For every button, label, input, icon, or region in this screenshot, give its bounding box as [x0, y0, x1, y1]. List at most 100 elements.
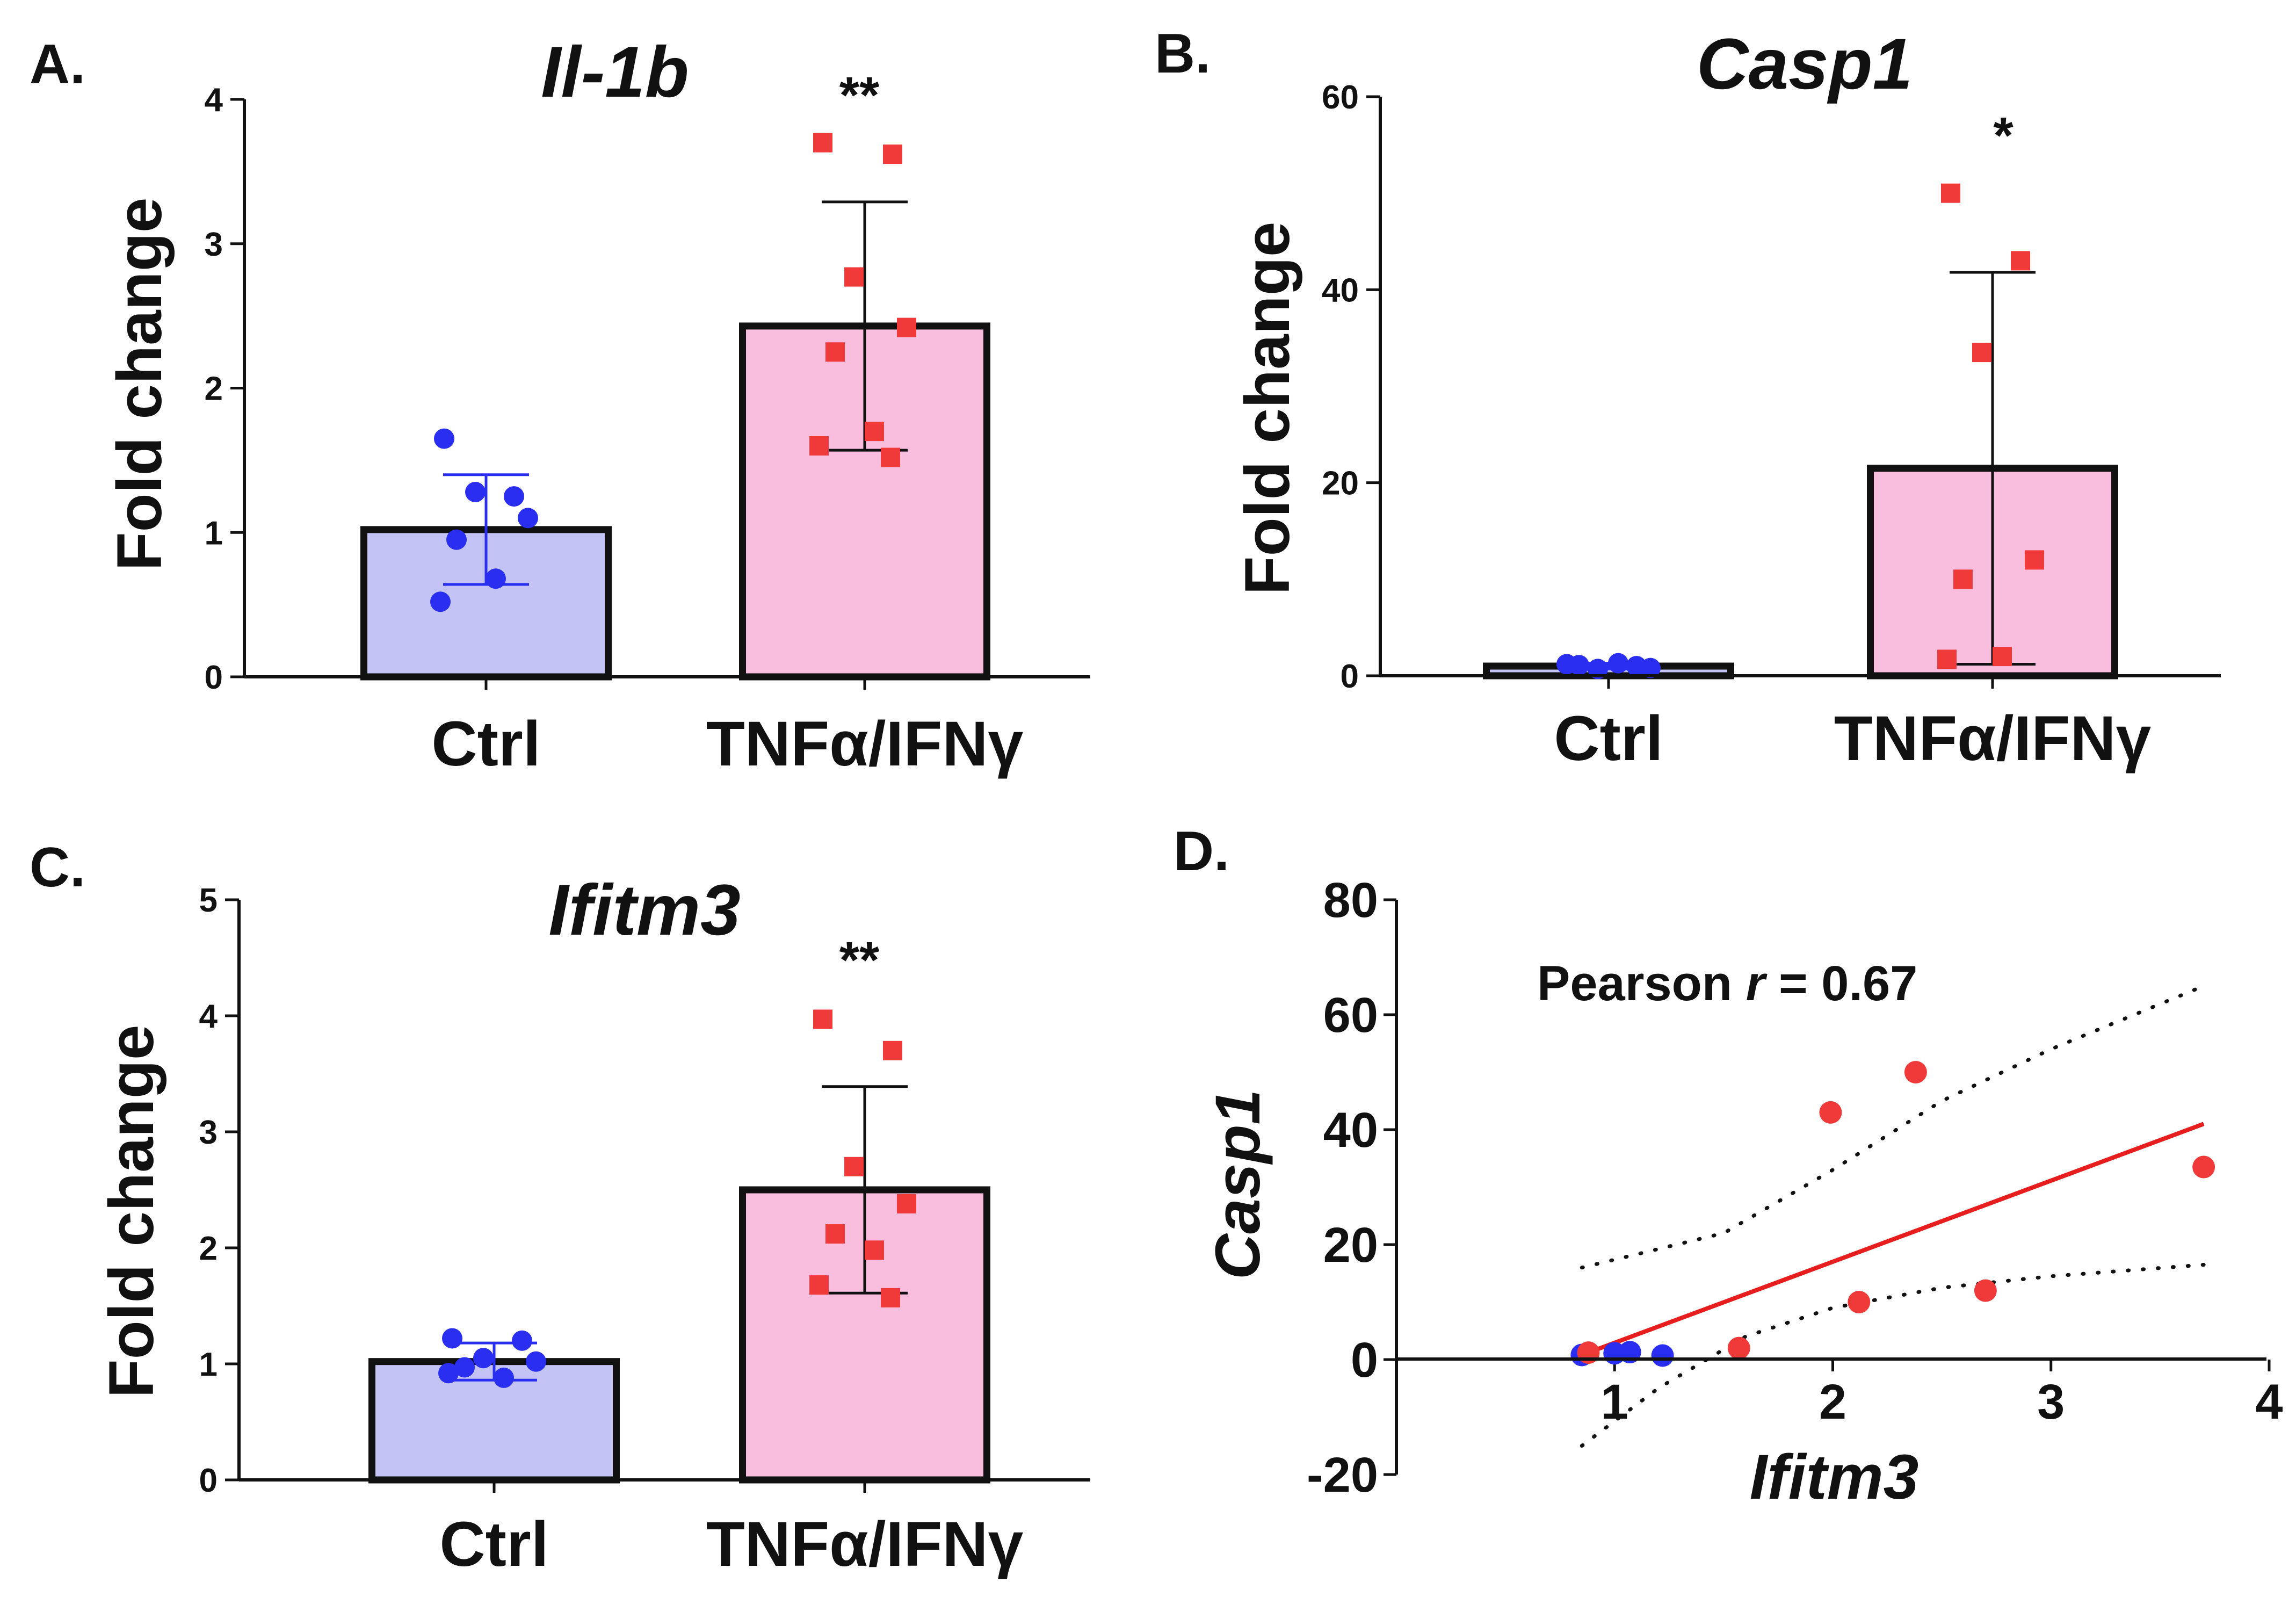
panel-c-ctrl-point	[438, 1363, 459, 1384]
panel-c-significance: **	[839, 931, 880, 989]
pearson-annotation: Pearson r = 0.67	[1537, 956, 1917, 1011]
panel-c-y-tick-label: 0	[199, 1462, 218, 1499]
panel-c-ctrl-point	[526, 1351, 546, 1372]
panel-c-y-tick-label: 1	[199, 1346, 218, 1383]
panel-d-letter: D.	[1174, 820, 1229, 883]
panel-c-ctrl-point	[473, 1348, 494, 1369]
panel-b-ctrl-point	[1588, 659, 1608, 680]
panel-c-treat-point	[809, 1275, 829, 1295]
panel-c-title: Ifitm3	[548, 870, 740, 950]
panel-c-treat-point	[813, 1009, 832, 1029]
panel-b-significance: *	[1993, 107, 2013, 164]
panel-a-ctrl-point	[430, 591, 451, 612]
panel-c-treat-point	[844, 1157, 864, 1176]
panel-a-treat-point	[897, 317, 916, 337]
panel-d-x-tick-label: 2	[1819, 1375, 1846, 1429]
panel-d-plot: -20 0 20 40 60 80 1 2 3 4	[1307, 873, 2283, 1502]
panel-c-ctrl-point	[512, 1330, 532, 1351]
panel-c-letter: C.	[30, 836, 85, 899]
panel-d-treat-point	[1974, 1279, 1997, 1302]
panel-b-category-label: Ctrl	[1554, 703, 1663, 774]
panel-c-treat-point	[865, 1240, 884, 1260]
panel-a-ctrl-point	[434, 428, 454, 449]
panel-a-category-label: Ctrl	[431, 709, 540, 779]
panel-a-category-label: TNFα/IFNγ	[706, 709, 1024, 779]
confidence-band-upper	[1580, 984, 2206, 1270]
panel-a-treat-point	[809, 436, 829, 456]
pearson-prefix: Pearson	[1537, 956, 1746, 1011]
panel-c-category-label: Ctrl	[439, 1509, 548, 1580]
panel-b-letter: B.	[1155, 23, 1211, 85]
panel-a-ctrl-point	[446, 529, 467, 550]
panel-c-ctrl-point	[454, 1357, 475, 1378]
panel-d-treat-point	[2192, 1155, 2215, 1179]
panel-a-treat-point	[881, 447, 900, 467]
panel-c-plot: 0 1 2 3 4 5	[199, 882, 990, 1499]
panel-b-y-tick-label: 40	[1322, 272, 1359, 309]
panel-a-treat-point	[844, 267, 864, 287]
panel-d-y-tick-label: 40	[1323, 1103, 1378, 1158]
panel-d-x-tick-label: 3	[2037, 1375, 2065, 1429]
confidence-band-lower	[1580, 1262, 2206, 1448]
panel-c-treat-point	[897, 1194, 916, 1213]
panel-c-y-tick-label: 2	[199, 1230, 218, 1267]
panel-d-y-tick-label: 80	[1323, 873, 1378, 928]
panel-d-x-axis-label: Ifitm3	[1750, 1442, 1919, 1513]
panel-a-ctrl-point	[486, 568, 506, 589]
panel-a-treat-point	[865, 422, 884, 442]
panel-d-ctrl-point	[1651, 1344, 1674, 1367]
panel-b-treat-point	[1953, 569, 1973, 589]
panel-d-treat-point	[1727, 1336, 1750, 1360]
panel-a-y-tick-label: 4	[205, 82, 223, 119]
panel-b-treat-point	[2025, 550, 2044, 570]
panel-c-treat-point	[825, 1224, 845, 1244]
panel-d-y-tick-label: 60	[1323, 988, 1378, 1043]
panel-b-y-axis-label: Fold change	[1232, 222, 1303, 595]
panel-c-treat-point	[883, 1040, 902, 1060]
panel-a-y-tick-label: 0	[205, 659, 223, 696]
panel-b-y-tick-label: 0	[1341, 658, 1359, 695]
panel-c-y-tick-label: 3	[199, 1114, 218, 1151]
panel-d-treat-point	[1819, 1101, 1842, 1124]
panel-b-ctrl-point	[1640, 657, 1661, 678]
panel-b-plot: 0 20 40 60	[1322, 79, 2118, 695]
panel-d-treat-point	[1848, 1291, 1871, 1313]
panel-a-y-tick-label: 2	[205, 371, 223, 408]
panel-b-treat-point	[1937, 649, 1957, 669]
panel-c-ctrl-point	[494, 1367, 514, 1388]
panel-a-ctrl-point	[465, 482, 486, 502]
panel-b-treat-point	[1972, 343, 1991, 363]
panel-c-y-tick-label: 4	[199, 998, 218, 1035]
panel-d-y-axis-label: Casp1	[1203, 1089, 1273, 1280]
panel-d-x-tick-label: 1	[1601, 1375, 1628, 1429]
panel-b-treat-point	[1941, 183, 1960, 203]
panel-a-letter: A.	[30, 33, 85, 96]
panel-b-y-tick-label: 20	[1322, 465, 1359, 502]
panel-a-y-tick-label: 3	[205, 226, 223, 263]
panel-a-y-tick-label: 1	[205, 515, 223, 552]
panel-d-x-tick-label: 4	[2255, 1375, 2283, 1429]
panel-a-y-axis-label: Fold change	[104, 198, 175, 571]
panel-d-y-tick-label: -20	[1307, 1448, 1378, 1502]
panel-a-treat-point	[883, 144, 902, 164]
panel-b-treat-point	[1993, 647, 2012, 667]
panel-c-category-label: TNFα/IFNγ	[706, 1509, 1024, 1580]
panel-a-treat-point	[813, 133, 832, 153]
panel-b-ctrl-point	[1608, 653, 1628, 674]
panel-a-plot: 0 1 2 3 4	[205, 82, 990, 696]
panel-c-treat-point	[881, 1288, 900, 1307]
panel-d-treat-point	[1904, 1061, 1927, 1083]
regression-line	[1581, 1122, 2205, 1357]
pearson-value: = 0.67	[1765, 956, 1917, 1011]
panel-b-title: Casp1	[1697, 24, 1913, 104]
panel-b-treat-point	[2011, 251, 2030, 271]
panel-c-ctrl-point	[442, 1328, 462, 1349]
panel-a: A. Il-1b Fold change 0 1 2 3 4 Ctrl TNFα/IFN…	[30, 32, 1090, 779]
panel-c: C. Ifitm3 Fold change 0 1 2 3 4 5 Ctrl TNFα/I…	[30, 836, 1090, 1580]
panel-a-significance: **	[839, 67, 880, 124]
panel-c-y-tick-label: 5	[199, 882, 218, 919]
panel-d-y-tick-label: 0	[1351, 1333, 1378, 1388]
pearson-stat: r	[1746, 956, 1768, 1011]
panel-a-ctrl-point	[518, 508, 538, 529]
panel-a-title: Il-1b	[541, 32, 689, 112]
